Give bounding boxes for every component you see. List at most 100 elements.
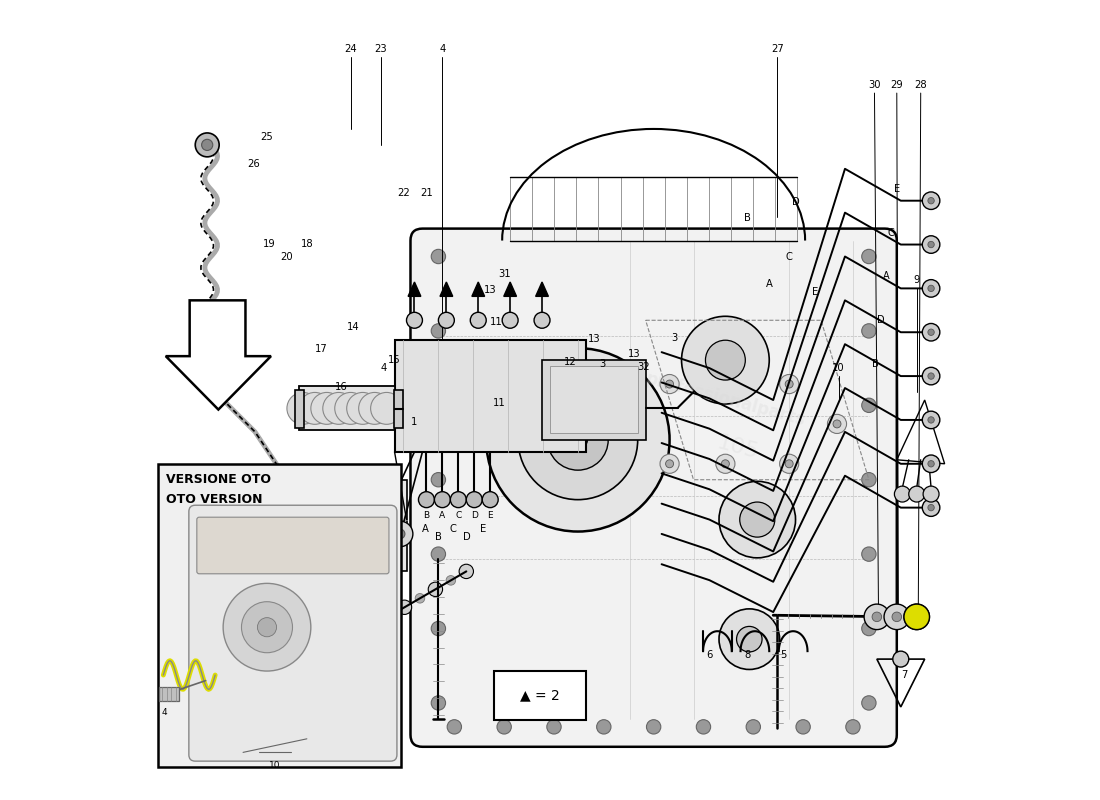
Circle shape [359, 393, 390, 424]
Text: C: C [785, 251, 793, 262]
Circle shape [660, 374, 679, 394]
Text: 5: 5 [780, 650, 786, 660]
Circle shape [846, 720, 860, 734]
Circle shape [660, 454, 679, 474]
Circle shape [366, 618, 381, 632]
Circle shape [346, 393, 378, 424]
Text: 25: 25 [261, 132, 274, 142]
Text: A: A [883, 271, 890, 282]
Circle shape [922, 367, 939, 385]
Bar [295, 390, 305, 428]
Circle shape [705, 340, 746, 380]
Text: professionalparts: professionalparts [644, 370, 807, 430]
Circle shape [336, 636, 350, 650]
Circle shape [737, 626, 762, 652]
Text: E: E [480, 524, 486, 534]
Circle shape [397, 600, 411, 614]
Circle shape [384, 611, 394, 621]
Circle shape [861, 398, 876, 413]
Circle shape [482, 492, 498, 508]
Circle shape [431, 324, 446, 338]
Text: D: D [877, 315, 884, 326]
Circle shape [344, 529, 354, 538]
Circle shape [796, 720, 811, 734]
Text: 9: 9 [913, 275, 920, 286]
FancyBboxPatch shape [410, 229, 896, 746]
FancyBboxPatch shape [189, 506, 397, 761]
Circle shape [262, 614, 272, 624]
Text: 24: 24 [344, 44, 358, 54]
Text: OTO VERSION: OTO VERSION [166, 493, 262, 506]
Circle shape [894, 486, 911, 502]
Bar [494, 671, 586, 721]
Circle shape [928, 417, 934, 423]
Circle shape [233, 509, 242, 518]
Circle shape [666, 460, 673, 468]
Circle shape [861, 473, 876, 487]
Text: D: D [463, 532, 471, 542]
Circle shape [722, 460, 729, 468]
Circle shape [368, 699, 389, 720]
Circle shape [928, 242, 934, 248]
Circle shape [928, 505, 934, 511]
Circle shape [596, 720, 611, 734]
Text: 17: 17 [315, 344, 328, 354]
Text: 29: 29 [890, 80, 903, 90]
Circle shape [872, 612, 881, 622]
Circle shape [322, 393, 354, 424]
Circle shape [922, 236, 939, 254]
Circle shape [459, 564, 473, 578]
Circle shape [311, 393, 343, 424]
Circle shape [892, 612, 902, 622]
Text: 32: 32 [638, 362, 650, 371]
Circle shape [415, 594, 425, 603]
Circle shape [431, 547, 446, 562]
Circle shape [497, 720, 512, 734]
Text: 3: 3 [671, 333, 678, 343]
Circle shape [893, 651, 909, 667]
Circle shape [928, 285, 934, 291]
Text: VERSIONE OTO: VERSIONE OTO [166, 474, 271, 486]
Bar [550, 366, 638, 434]
Circle shape [780, 454, 799, 474]
Text: 26: 26 [248, 159, 260, 169]
Circle shape [375, 521, 400, 546]
Circle shape [256, 608, 278, 630]
Circle shape [447, 575, 455, 585]
Circle shape [353, 630, 363, 639]
Circle shape [299, 393, 331, 424]
Circle shape [548, 410, 608, 470]
Circle shape [746, 720, 760, 734]
Circle shape [439, 312, 454, 328]
Circle shape [503, 312, 518, 328]
Text: 3: 3 [600, 359, 606, 369]
Circle shape [450, 492, 466, 508]
Text: A: A [422, 524, 429, 534]
Text: 16: 16 [334, 382, 348, 392]
Circle shape [431, 250, 446, 264]
Circle shape [337, 521, 362, 546]
Circle shape [387, 521, 412, 546]
Circle shape [922, 280, 939, 297]
Circle shape [922, 192, 939, 210]
Text: C: C [455, 511, 461, 520]
Polygon shape [536, 282, 549, 296]
Text: 22: 22 [397, 188, 409, 198]
Text: 14: 14 [346, 322, 360, 332]
Text: C: C [888, 227, 894, 238]
Text: 10: 10 [833, 363, 845, 373]
Circle shape [431, 473, 446, 487]
Circle shape [904, 604, 930, 630]
Circle shape [431, 398, 446, 413]
Circle shape [318, 521, 343, 546]
Circle shape [486, 348, 670, 531]
Text: 8: 8 [745, 650, 751, 660]
Text: 4: 4 [439, 44, 446, 54]
Circle shape [719, 482, 795, 558]
Circle shape [928, 329, 934, 335]
Circle shape [922, 499, 939, 516]
Circle shape [861, 696, 876, 710]
Text: B: B [434, 532, 442, 542]
Circle shape [922, 411, 939, 429]
Circle shape [428, 582, 442, 597]
